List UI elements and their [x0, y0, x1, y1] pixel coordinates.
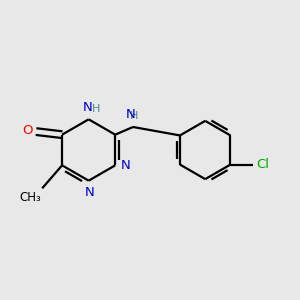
Text: H: H — [129, 111, 138, 121]
Text: H: H — [92, 104, 100, 114]
Text: Cl: Cl — [256, 158, 269, 171]
Text: N: N — [121, 159, 130, 172]
Text: O: O — [22, 124, 33, 136]
Text: N: N — [82, 101, 92, 114]
Text: N: N — [126, 108, 135, 121]
Text: CH₃: CH₃ — [19, 191, 40, 204]
Text: N: N — [85, 186, 95, 199]
